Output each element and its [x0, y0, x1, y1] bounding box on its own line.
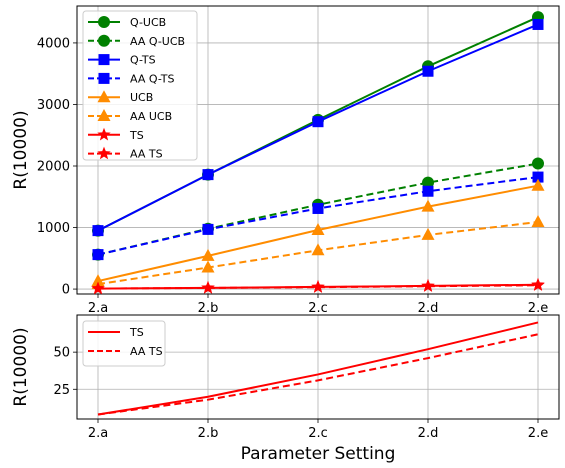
legend-label-ts: TS — [129, 326, 144, 339]
y-tick-label: 1000 — [37, 221, 70, 236]
legend-label-aa-ucb: AA UCB — [130, 110, 172, 123]
y-axis-label: R(10000) — [11, 327, 31, 406]
legend-marker-ts — [97, 127, 111, 141]
legend-marker-ucb — [97, 90, 111, 103]
data-point-aa-q-ts — [532, 171, 544, 183]
y-axis-label: R(10000) — [11, 110, 31, 189]
data-point-aa-ts — [421, 279, 435, 292]
data-point-aa-ucb — [531, 215, 545, 227]
y-tick-label: 4000 — [37, 36, 70, 51]
data-point-aa-q-ts — [422, 185, 434, 197]
legend-label-ucb: UCB — [130, 91, 153, 104]
x-tick-label: 2.a — [88, 301, 108, 316]
bottom-panel: 2.a 2.b 2.c 2.d 2.e 25 50 R(10000) Parameter Set… — [11, 314, 560, 464]
data-point-q-ts — [202, 169, 214, 181]
x-tick-label: 2.c — [308, 301, 328, 316]
legend-box — [82, 10, 198, 161]
data-point-aa-ucb — [201, 260, 215, 273]
data-point-aa-ucb — [421, 227, 435, 240]
legend-marker-aa-q-ucb — [98, 34, 110, 47]
legend: Q-UCB AA Q-UCB Q-TS AA Q-TS UCB AA UCB TS AA TS — [82, 10, 198, 161]
legend-label-aa-q-ts: AA Q-TS — [130, 72, 174, 85]
x-tick-label: 2.e — [528, 426, 548, 441]
series-aa-ucb — [91, 215, 545, 290]
legend-marker-q-ucb — [98, 16, 110, 28]
data-point-aa-ts — [531, 278, 545, 291]
data-point-aa-q-ts — [92, 249, 104, 261]
series-aa-ts — [91, 278, 545, 295]
legend: TS AA TS — [82, 320, 166, 367]
series-q-ts — [92, 18, 544, 237]
data-point-aa-q-ts — [202, 223, 214, 235]
legend-label-q-ts: Q-TS — [130, 54, 156, 67]
y-tick-label: 50 — [53, 346, 70, 361]
x-tick-label: 2.d — [418, 426, 439, 441]
series-aa-q-ts — [92, 171, 544, 261]
series-line-aa-ts — [97, 333, 539, 416]
x-tick-label: 2.b — [198, 301, 219, 316]
data-point-q-ts — [92, 225, 104, 237]
legend-label-aa-ts: AA TS — [130, 148, 163, 161]
y-tick-label: 3000 — [37, 98, 70, 113]
legend-marker-aa-ts — [97, 146, 111, 160]
data-point-aa-q-ts — [312, 202, 324, 214]
legend-marker-aa-ucb — [97, 109, 111, 121]
data-point-ucb — [531, 178, 545, 191]
data-point-aa-ts — [91, 281, 105, 295]
legend-marker-aa-q-ts — [98, 72, 110, 84]
data-point-aa-q-ucb — [422, 176, 434, 189]
y-tick-label: 25 — [53, 383, 70, 398]
data-point-q-ts — [312, 116, 324, 128]
x-tick-label: 2.c — [308, 426, 328, 441]
series-line-ts — [97, 321, 539, 416]
data-point-q-ts — [532, 18, 544, 30]
x-tick-label: 2.d — [418, 301, 439, 316]
series-aa-ts — [97, 333, 539, 416]
y-tick-label: 2000 — [37, 160, 70, 175]
data-point-aa-q-ucb — [532, 157, 544, 170]
legend-box — [82, 320, 166, 367]
data-point-aa-ts — [201, 280, 215, 294]
series-ucb — [91, 178, 545, 287]
x-tick-label: 2.b — [198, 426, 219, 441]
data-point-ucb — [311, 223, 325, 235]
legend-label-q-ucb: Q-UCB — [130, 16, 166, 29]
series-ts — [97, 321, 539, 416]
legend-label-aa-q-ucb: AA Q-UCB — [130, 35, 185, 48]
x-tick-label: 2.a — [88, 426, 108, 441]
data-point-ucb — [201, 248, 215, 261]
legend-marker-q-ts — [98, 54, 110, 66]
x-tick-label: 2.e — [528, 301, 548, 316]
data-point-q-ts — [422, 65, 434, 77]
data-point-aa-ts — [311, 280, 325, 293]
data-point-aa-ucb — [311, 243, 325, 256]
top-panel: 2.a 2.b 2.c 2.d 2.e 0 1000 2000 3000 4000 R(10000)… — [11, 5, 560, 316]
legend-label-aa-ts: AA TS — [130, 345, 163, 358]
data-point-ucb — [421, 199, 435, 212]
x-axis-label: Parameter Setting — [241, 444, 396, 464]
y-tick-label: 0 — [62, 283, 70, 298]
legend-label-ts: TS — [129, 129, 144, 142]
